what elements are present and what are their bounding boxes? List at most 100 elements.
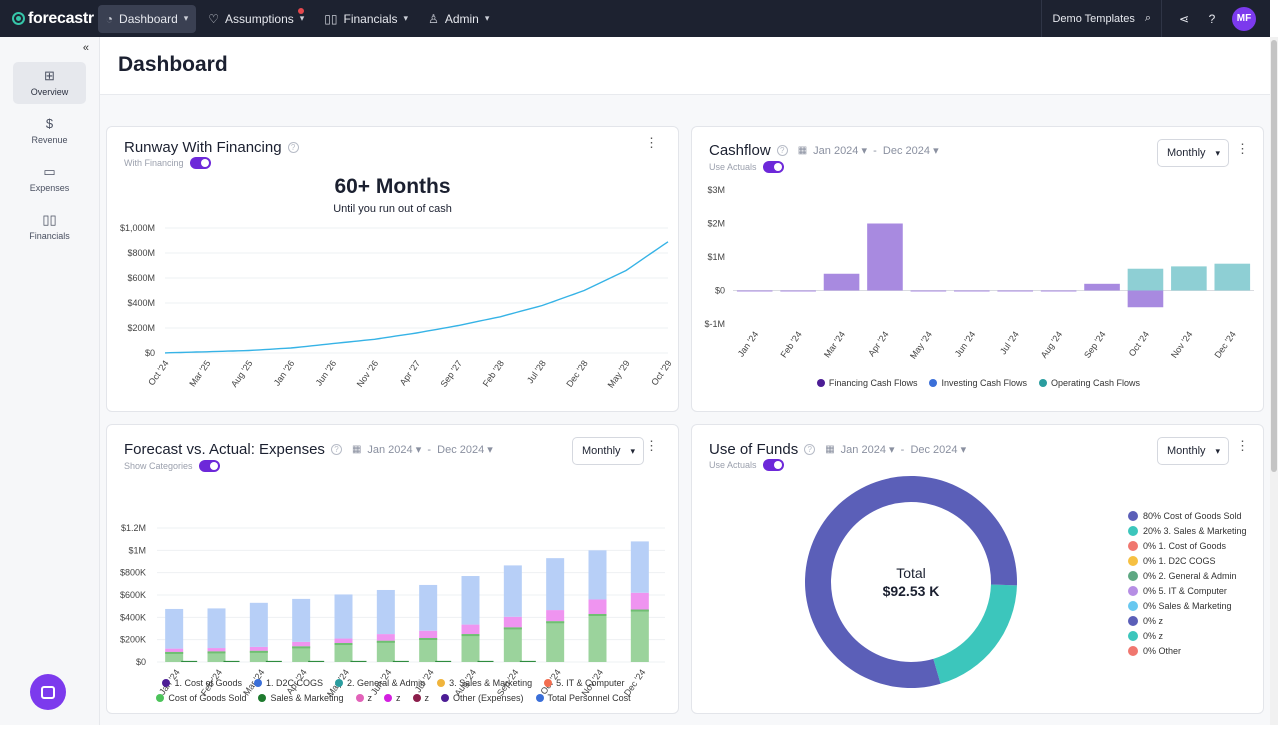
legend-item[interactable]: 0% 2. General & Admin: [1128, 568, 1247, 583]
toggle-switch[interactable]: [762, 459, 784, 471]
legend-item[interactable]: 0% z: [1128, 613, 1247, 628]
runway-card: Runway With Financing ? With Financing ⋮…: [106, 126, 679, 412]
help-icon[interactable]: ?: [776, 145, 788, 156]
scrollbar-thumb[interactable]: [1271, 40, 1277, 472]
nav-dashboard-label: Dashboard: [119, 11, 178, 26]
y-tick-label: $-1M: [704, 319, 725, 329]
bar-segment-edge: [207, 651, 226, 654]
more-options-icon[interactable]: ⋮: [1236, 438, 1249, 453]
period-select[interactable]: Monthly ▾: [1157, 437, 1229, 465]
bar-segment-personnel: [419, 584, 438, 631]
legend-item[interactable]: 1. Cost of Goods: [162, 678, 242, 688]
legend-item[interactable]: 1. D2C COGS: [254, 678, 323, 688]
expenses-card: Forecast vs. Actual: Expenses ? ▦ Jan 20…: [106, 424, 679, 714]
cashflow-date-range[interactable]: ▦ Jan 2024 ▾ - Dec 2024 ▾: [797, 144, 939, 158]
bar-financing: [780, 290, 816, 292]
sidebar-item-overview[interactable]: ⊞ Overview: [13, 62, 86, 104]
legend-swatch: [1128, 525, 1138, 536]
help-icon[interactable]: ?: [330, 444, 342, 455]
help-icon[interactable]: ?: [287, 142, 299, 153]
expenses-date-range[interactable]: ▦ Jan 2024 ▾ - Dec 2024 ▾: [351, 443, 493, 457]
legend-swatch: [544, 679, 553, 687]
use-actuals-toggle[interactable]: Use Actuals: [709, 161, 784, 173]
legend-item[interactable]: 0% z: [1128, 628, 1247, 643]
legend-swatch: [1128, 555, 1138, 566]
sidebar-item-label: Overview: [30, 87, 69, 97]
legend-item[interactable]: 3. Sales & Marketing: [437, 678, 532, 688]
bar-operating: [1214, 263, 1251, 291]
sidebar-item-revenue[interactable]: $ Revenue: [13, 110, 86, 152]
legend-item[interactable]: 2. General & Admin: [335, 678, 425, 688]
bar-segment-edge: [461, 634, 480, 637]
legend-label: Investing Cash Flows: [941, 378, 1028, 388]
legend-item[interactable]: 20% 3. Sales & Marketing: [1128, 523, 1247, 538]
chevron-down-icon: ▾: [630, 445, 635, 456]
legend-item[interactable]: z: [384, 693, 401, 703]
legend-label: Sales & Marketing: [270, 693, 344, 703]
y-tick-label: $0: [145, 348, 155, 358]
legend-item[interactable]: Sales & Marketing: [258, 693, 344, 703]
period-select[interactable]: Monthly ▾: [1157, 139, 1229, 167]
legend-item[interactable]: Investing Cash Flows: [929, 378, 1027, 388]
x-tick-label: Feb '24: [779, 329, 804, 359]
nav-dashboard[interactable]: ◔ Dashboard ▾: [97, 4, 197, 33]
date-separator: -: [427, 443, 432, 456]
help-icon[interactable]: ?: [804, 444, 816, 455]
legend-item[interactable]: Cost of Goods Sold: [156, 693, 246, 703]
help-icon[interactable]: ?: [1208, 11, 1216, 26]
legend-label: 1. Cost of Goods: [174, 678, 243, 688]
legend-label: 0% Other: [1143, 645, 1182, 656]
sidebar-item-expenses[interactable]: ▭ Expenses: [13, 158, 86, 200]
legend-item[interactable]: z: [355, 693, 372, 703]
more-options-icon[interactable]: ⋮: [645, 438, 658, 453]
legend-item[interactable]: 0% 5. IT & Computer: [1128, 583, 1247, 598]
legend-item[interactable]: 0% Other: [1128, 643, 1247, 658]
funds-date-range[interactable]: ▦ Jan 2024 ▾ - Dec 2024 ▾: [825, 443, 967, 457]
bar-actual: [308, 660, 325, 662]
bar-segment-personnel: [207, 608, 226, 649]
legend-item[interactable]: Total Personnel Cost: [535, 693, 631, 703]
legend-item[interactable]: Financing Cash Flows: [816, 378, 917, 388]
legend-item[interactable]: z: [412, 693, 429, 703]
nav-assumptions[interactable]: ♡ Assumptions ▾: [200, 5, 312, 33]
y-tick-label: $600M: [127, 273, 155, 283]
avatar[interactable]: MF: [1232, 6, 1256, 31]
more-options-icon[interactable]: ⋮: [1236, 141, 1249, 156]
period-select[interactable]: Monthly ▾: [572, 437, 644, 465]
x-tick-label: Nov '24: [1169, 329, 1195, 360]
bar-segment-cogs: [249, 650, 268, 662]
legend-item[interactable]: 80% Cost of Goods Sold: [1128, 508, 1247, 523]
nav-financials[interactable]: ▯▯ Financials ▾: [316, 5, 416, 33]
use-actuals-toggle[interactable]: Use Actuals: [709, 459, 784, 471]
legend-item[interactable]: Operating Cash Flows: [1039, 378, 1140, 388]
legend-item[interactable]: Other (Expenses): [441, 693, 524, 703]
legend-item[interactable]: 5. IT & Computer: [544, 678, 625, 688]
legend-swatch: [1128, 540, 1138, 551]
notification-dot: [298, 7, 305, 14]
legend-item[interactable]: 0% Sales & Marketing: [1128, 598, 1247, 613]
legend-label: 80% Cost of Goods Sold: [1143, 510, 1242, 521]
more-options-icon[interactable]: ⋮: [645, 135, 658, 150]
demo-templates-search[interactable]: Demo Templates ⌕: [1041, 0, 1162, 37]
legend-item[interactable]: 0% 1. D2C COGS: [1128, 553, 1247, 568]
collapse-sidebar-icon[interactable]: «: [82, 42, 89, 54]
legend-label: 0% z: [1143, 615, 1164, 626]
bar-segment-edge: [249, 650, 268, 653]
nav-admin[interactable]: ♙ Admin ▾: [420, 5, 497, 33]
funds-title: Use of Funds ? ▦ Jan 2024 ▾ - Dec 2024 ▾: [709, 441, 966, 458]
toggle-switch[interactable]: [198, 460, 220, 472]
x-tick-label: Jan '24: [736, 329, 761, 358]
chat-launcher-button[interactable]: [30, 674, 66, 710]
legend-item[interactable]: 0% 1. Cost of Goods: [1128, 538, 1247, 553]
toggle-switch[interactable]: [189, 157, 211, 169]
bar-segment-sales_marketing: [503, 616, 522, 628]
share-icon[interactable]: ⋖: [1178, 11, 1190, 26]
legend-label: 0% 2. General & Admin: [1143, 570, 1237, 581]
sidebar-item-financials[interactable]: ▯▯ Financials: [13, 206, 86, 248]
legend-swatch: [816, 379, 825, 387]
logo[interactable]: forecastr: [12, 10, 94, 28]
toggle-switch[interactable]: [762, 161, 784, 173]
bar-financing: [1040, 290, 1077, 292]
show-categories-toggle[interactable]: Show Categories: [124, 460, 220, 472]
with-financing-toggle[interactable]: With Financing: [124, 157, 211, 169]
